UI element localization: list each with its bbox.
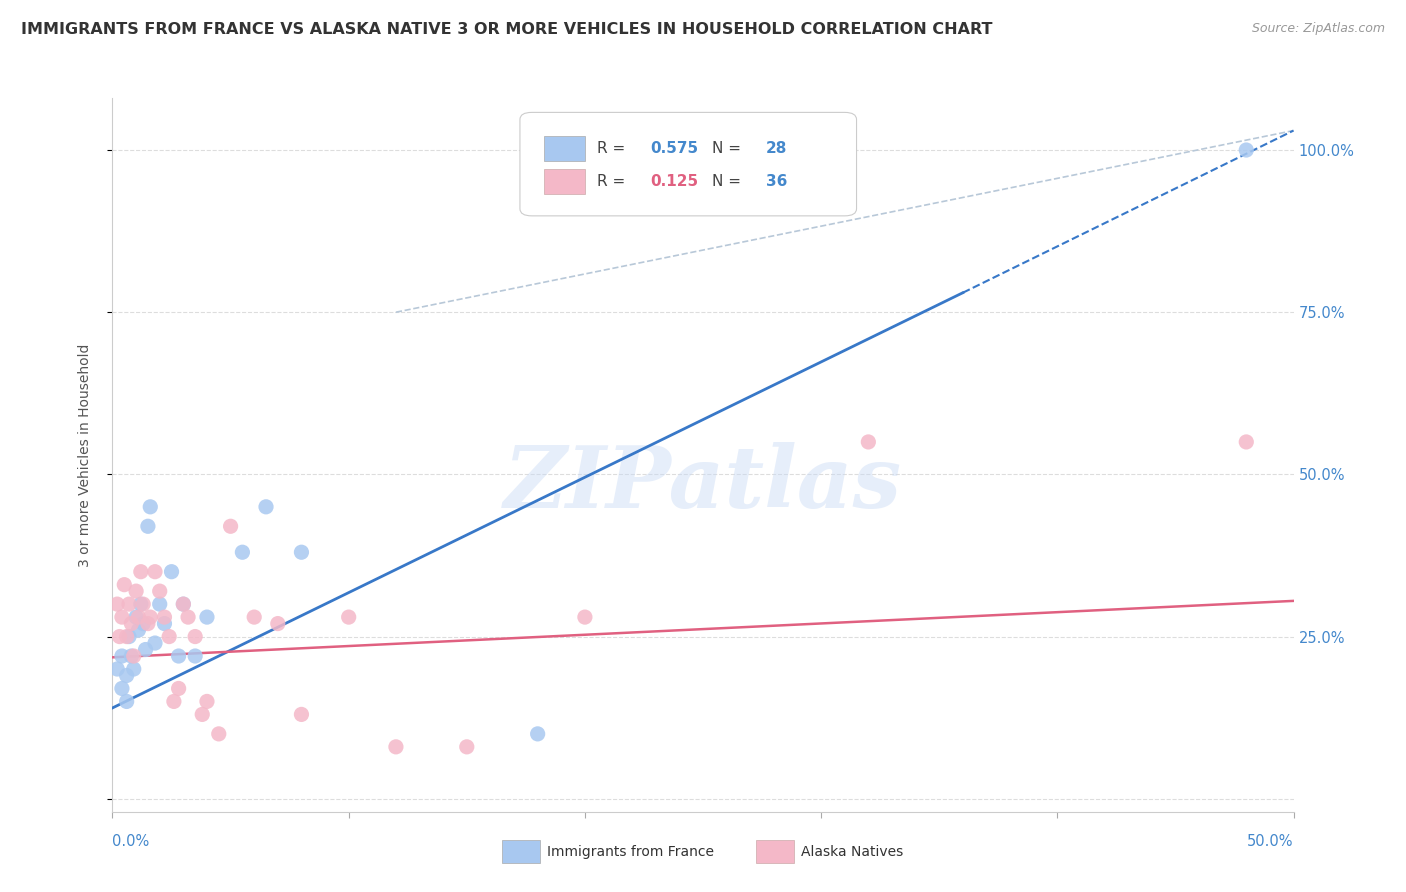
Point bbox=[132, 597, 155, 611]
Text: 0.125: 0.125 bbox=[650, 174, 697, 189]
Point bbox=[172, 597, 194, 611]
Point bbox=[267, 616, 290, 631]
Point bbox=[243, 610, 266, 624]
Point bbox=[115, 668, 138, 682]
Point bbox=[195, 610, 218, 624]
Bar bbox=[544, 136, 585, 161]
Point bbox=[184, 648, 207, 663]
Text: 50.0%: 50.0% bbox=[1247, 834, 1294, 849]
Point bbox=[122, 662, 145, 676]
Point bbox=[526, 727, 548, 741]
Point bbox=[127, 623, 149, 637]
Point bbox=[385, 739, 408, 754]
Point bbox=[129, 597, 152, 611]
Point bbox=[132, 616, 155, 631]
Text: Alaska Natives: Alaska Natives bbox=[801, 845, 903, 859]
Point bbox=[125, 584, 148, 599]
Point bbox=[122, 648, 145, 663]
Point bbox=[858, 434, 880, 449]
Point bbox=[208, 727, 231, 741]
Point bbox=[105, 597, 128, 611]
Point bbox=[139, 610, 162, 624]
Point bbox=[195, 694, 218, 708]
Point bbox=[191, 707, 214, 722]
Bar bbox=[544, 169, 585, 194]
Point bbox=[167, 681, 190, 696]
Point bbox=[120, 648, 142, 663]
Point bbox=[125, 610, 148, 624]
Text: N =: N = bbox=[713, 141, 747, 155]
Point bbox=[127, 610, 149, 624]
Point bbox=[149, 597, 172, 611]
Text: 28: 28 bbox=[766, 141, 787, 155]
Point bbox=[219, 519, 242, 533]
Point bbox=[172, 597, 194, 611]
Point bbox=[115, 694, 138, 708]
Text: 0.0%: 0.0% bbox=[112, 834, 149, 849]
Point bbox=[108, 630, 131, 644]
Point bbox=[118, 630, 141, 644]
Text: Immigrants from France: Immigrants from France bbox=[547, 845, 714, 859]
Point bbox=[111, 648, 134, 663]
Point bbox=[149, 584, 172, 599]
Point bbox=[167, 648, 190, 663]
Point bbox=[184, 630, 207, 644]
Point bbox=[129, 565, 152, 579]
Point bbox=[1234, 434, 1257, 449]
Point bbox=[231, 545, 253, 559]
Text: IMMIGRANTS FROM FRANCE VS ALASKA NATIVE 3 OR MORE VEHICLES IN HOUSEHOLD CORRELAT: IMMIGRANTS FROM FRANCE VS ALASKA NATIVE … bbox=[21, 22, 993, 37]
Text: R =: R = bbox=[596, 141, 630, 155]
Point bbox=[157, 630, 180, 644]
Point bbox=[290, 707, 312, 722]
Point bbox=[136, 616, 159, 631]
Point bbox=[111, 681, 134, 696]
Text: 0.575: 0.575 bbox=[650, 141, 697, 155]
Point bbox=[118, 597, 141, 611]
Bar bbox=[756, 840, 794, 863]
Point bbox=[135, 642, 157, 657]
Text: 36: 36 bbox=[766, 174, 787, 189]
Text: N =: N = bbox=[713, 174, 747, 189]
Text: Source: ZipAtlas.com: Source: ZipAtlas.com bbox=[1251, 22, 1385, 36]
Point bbox=[143, 565, 166, 579]
Point bbox=[254, 500, 277, 514]
Point bbox=[177, 610, 200, 624]
FancyBboxPatch shape bbox=[520, 112, 856, 216]
Point bbox=[139, 500, 162, 514]
Point bbox=[120, 616, 142, 631]
Y-axis label: 3 or more Vehicles in Household: 3 or more Vehicles in Household bbox=[77, 343, 91, 566]
Point bbox=[111, 610, 134, 624]
Point bbox=[574, 610, 596, 624]
Point bbox=[153, 610, 176, 624]
Text: ZIPatlas: ZIPatlas bbox=[503, 442, 903, 525]
Point bbox=[115, 630, 138, 644]
Point bbox=[290, 545, 312, 559]
Point bbox=[160, 565, 183, 579]
Point bbox=[456, 739, 478, 754]
Point bbox=[153, 616, 176, 631]
Point bbox=[163, 694, 186, 708]
Point bbox=[337, 610, 360, 624]
Point bbox=[136, 519, 159, 533]
Point bbox=[105, 662, 128, 676]
Point bbox=[1234, 143, 1257, 157]
Point bbox=[112, 577, 135, 591]
Bar bbox=[502, 840, 540, 863]
Text: R =: R = bbox=[596, 174, 630, 189]
Point bbox=[143, 636, 166, 650]
